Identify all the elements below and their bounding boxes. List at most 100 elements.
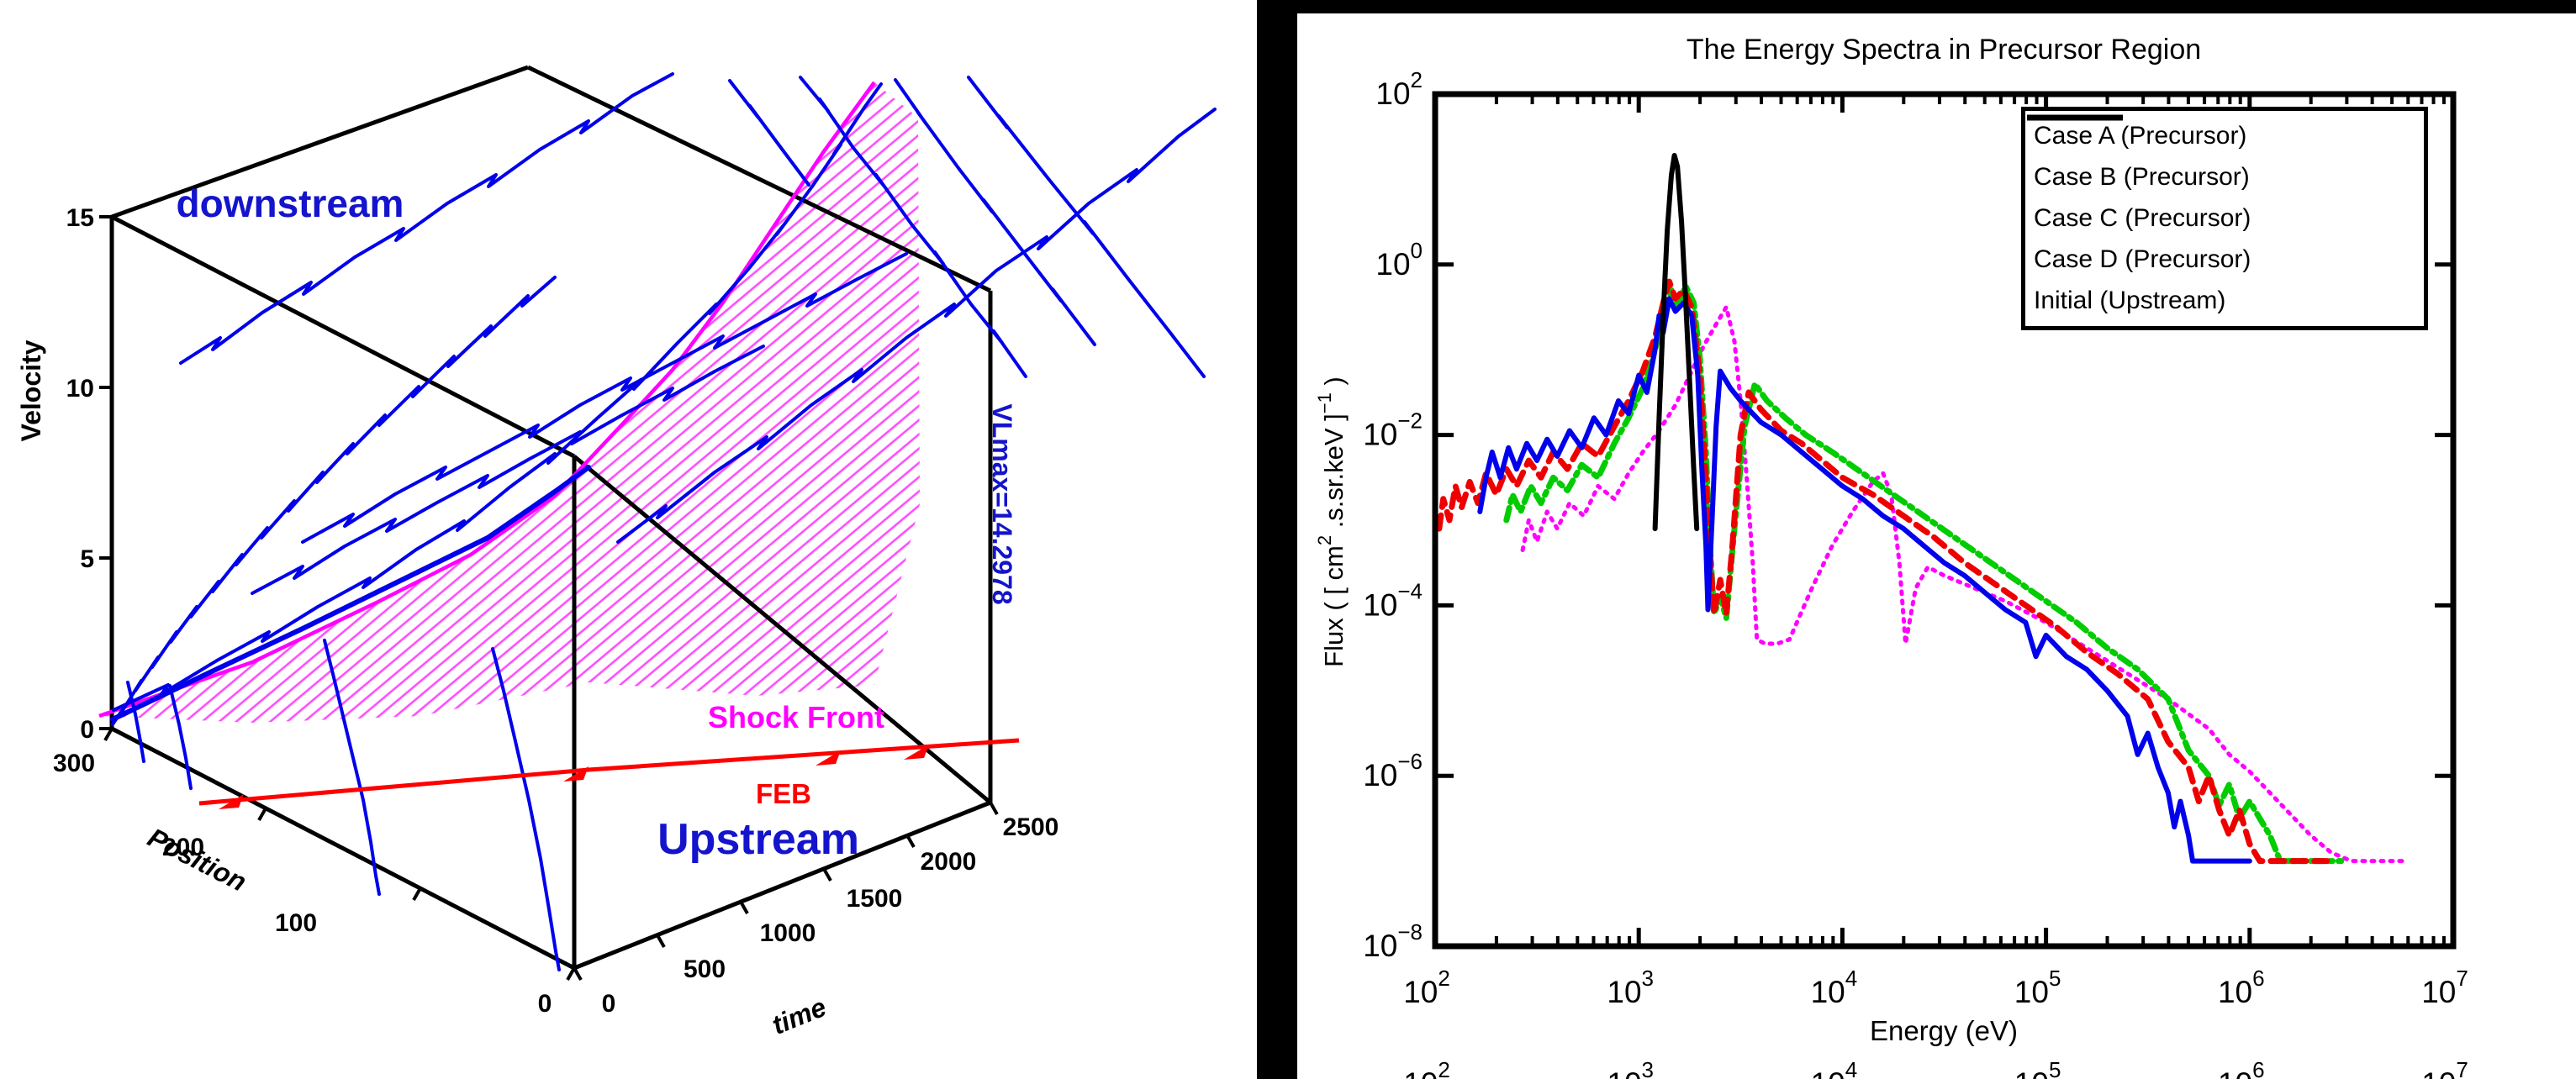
tick-base: 10 [1363, 587, 1397, 622]
tick-exponent: 4 [1845, 966, 1857, 991]
series-Case A (Precursor) [1477, 296, 2252, 864]
y-tick-label: 10−4 [1363, 578, 1423, 622]
box-edge [111, 65, 529, 219]
annotation-shock-front: Shock Front [708, 700, 884, 734]
legend-label: Case B (Precursor) [2034, 163, 2250, 192]
chart-title: The Energy Spectra in Precursor Region [1686, 34, 2202, 66]
velocity-tick-label: 0 [80, 716, 94, 744]
tick-base: 10 [2421, 975, 2456, 1009]
tick-base: 10 [1403, 975, 1438, 1009]
x-tick-label: 106 [2218, 966, 2265, 1009]
legend-entry: Initial (Upstream) [2027, 114, 2415, 318]
feb-arrow [904, 745, 929, 760]
time-tick-label: 1000 [760, 919, 816, 947]
position-tick [103, 728, 113, 741]
tick-base: 10 [1363, 758, 1397, 792]
velocity-profile-shock-hug [112, 82, 883, 712]
y-tick-label: 10−2 [1363, 408, 1423, 452]
tick-exponent: 6 [2252, 1057, 2264, 1079]
box-edge [526, 65, 992, 293]
shock-front-plane [99, 82, 920, 723]
spectra-tick-labels: 102 103 104 105 106 10710210010−210−410−610−8… [1363, 67, 2468, 1079]
annotation-upstream: Upstream [657, 815, 859, 864]
legend-entry: Case B (Precursor) [2027, 114, 2415, 194]
legend-entry: Case C (Precursor) [2027, 114, 2415, 235]
position-tick [566, 967, 576, 981]
spectra-curves [1436, 153, 2411, 865]
tick-exponent: 3 [1642, 1057, 1654, 1079]
tick-exponent: 3 [1642, 966, 1654, 991]
velocity-profile-mid-1 [301, 252, 908, 544]
time-tick-label: 1500 [847, 885, 903, 913]
legend-entry: Case D (Precursor) [2027, 115, 2415, 276]
series-Case C (Precursor) [1503, 282, 2345, 865]
tick-exponent: 4 [1845, 1057, 1857, 1079]
feb-line [198, 738, 1020, 806]
shock-front-hatch [99, 82, 920, 723]
velocity-tick-label: 15 [66, 204, 94, 232]
legend-label: Case C (Precursor) [2034, 203, 2251, 232]
feb-arrow [219, 794, 244, 809]
time-tick-label: 2500 [1003, 813, 1059, 841]
downstream-tail-3 [967, 76, 1206, 378]
y-axis-label-sup2: 2 [1314, 534, 1335, 546]
x-tick-label: 102 [1403, 966, 1450, 1009]
position-tick-label: 300 [53, 750, 95, 777]
x-tick-label: 103 [1607, 966, 1654, 1009]
tick-exponent: 5 [2049, 966, 2061, 991]
velocity-profile-mid-2 [251, 345, 765, 595]
legend-line-sample [2027, 114, 2123, 121]
tick-base: 10 [1607, 975, 1641, 1009]
downstream-band [616, 108, 1217, 544]
x-tick-label: 104 [1811, 966, 1858, 1009]
velocity-tick-label: 10 [66, 375, 94, 403]
spectra-axes-frame [1432, 91, 2457, 950]
tick-base: 10 [1811, 975, 1845, 1009]
downstream-tail-1 [799, 76, 1027, 378]
series-Case D (Precursor) [1520, 305, 2411, 864]
cropped-x-tick-label: 103 [1607, 1057, 1654, 1079]
x-axis-label: Energy (eV) [1869, 1015, 2019, 1046]
cropped-x-tick-label: 105 [2014, 1057, 2061, 1079]
time-tick [573, 967, 583, 981]
time-tick-label: 500 [684, 955, 726, 983]
tick-base: 10 [1811, 1066, 1845, 1079]
position-tick-label: 100 [275, 909, 317, 937]
tick-base: 10 [2014, 1066, 2049, 1079]
x-tick-label: 105 [2014, 966, 2061, 1009]
tick-base: 10 [1363, 418, 1397, 452]
downstream-tail-4 [728, 79, 810, 187]
tick-exponent: 5 [2049, 1057, 2061, 1079]
y-axis-label: Flux ( [ cm2 .s.sr.keV ]−1 ) [1314, 228, 1349, 816]
y-tick-label: 10−8 [1363, 919, 1423, 963]
legend-label: Initial (Upstream) [2034, 286, 2226, 314]
x-tick-label: 107 [2421, 966, 2468, 1009]
series-Initial (Upstream) [1652, 153, 1700, 532]
velocity-tick-label: 5 [80, 545, 94, 573]
tick-exponent: 7 [2456, 966, 2468, 991]
tick-base: 10 [1375, 76, 1410, 111]
velocity-axis-label: Velocity [16, 339, 46, 441]
tick-exponent: 7 [2456, 1057, 2468, 1079]
annotation-vlmax: VLmax=14.2978 [987, 403, 1017, 604]
legend-entry: Case A (Precursor) [2027, 115, 2415, 153]
box-edge [573, 800, 991, 971]
annotation-feb: FEB [756, 778, 811, 809]
tick-exponent: 2 [1438, 1057, 1449, 1079]
tick-exponent: 2 [1438, 966, 1449, 991]
time-tick [656, 934, 666, 948]
tick-exponent: 2 [1411, 67, 1423, 92]
time-tick-label: 0 [602, 990, 616, 1018]
y-tick-label: 10−6 [1363, 749, 1423, 792]
y-tick-label: 100 [1375, 238, 1423, 282]
legend-box: Case A (Precursor) Case B (Precursor) Case… [2021, 107, 2428, 330]
tick-exponent: −4 [1397, 578, 1423, 603]
tick-base: 10 [2218, 1066, 2252, 1079]
shock-front-line [98, 81, 876, 718]
tick-base: 10 [2014, 975, 2049, 1009]
cropped-x-tick-label: 102 [1403, 1057, 1450, 1079]
escape-curve-3 [323, 639, 381, 896]
downstream-tail-2 [894, 78, 1096, 346]
